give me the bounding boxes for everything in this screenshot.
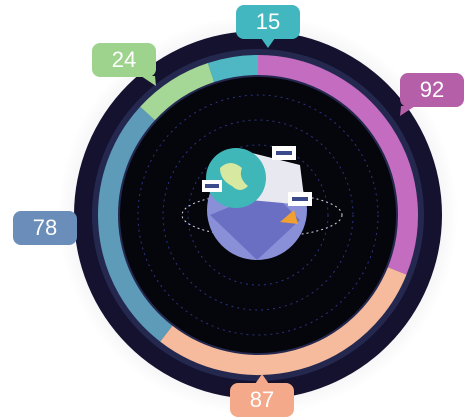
label-bubble bbox=[92, 43, 156, 77]
ring-segment bbox=[207, 55, 259, 83]
label-bubble bbox=[230, 383, 294, 417]
ring-segment bbox=[257, 55, 418, 275]
orbit bbox=[162, 119, 354, 311]
ring-segment bbox=[160, 267, 407, 375]
orbit bbox=[187, 144, 329, 286]
labels: 92 87 78 24 15 bbox=[13, 5, 464, 417]
data-label: 78 bbox=[33, 215, 57, 240]
flag-bar bbox=[276, 151, 292, 155]
label-tail bbox=[261, 38, 275, 48]
globe-illustration bbox=[181, 146, 343, 260]
data-label: 15 bbox=[256, 9, 280, 34]
label-bubble bbox=[13, 211, 77, 245]
flag-bar bbox=[205, 184, 219, 188]
data-label: 92 bbox=[420, 77, 444, 102]
ring bbox=[98, 55, 418, 375]
ring-segment bbox=[140, 63, 215, 121]
label-tail bbox=[141, 76, 156, 86]
label-bubble bbox=[236, 5, 300, 39]
data-label: 24 bbox=[112, 47, 136, 72]
satellite-dish bbox=[280, 210, 298, 224]
label-bubble bbox=[400, 73, 464, 107]
ring-segment bbox=[98, 106, 173, 342]
continent bbox=[220, 163, 248, 190]
data-label: 87 bbox=[250, 387, 274, 412]
label-tail bbox=[400, 106, 415, 116]
flag-bar bbox=[292, 197, 308, 201]
orbits bbox=[137, 94, 379, 336]
orbit bbox=[137, 94, 379, 336]
label-tail bbox=[255, 374, 269, 384]
